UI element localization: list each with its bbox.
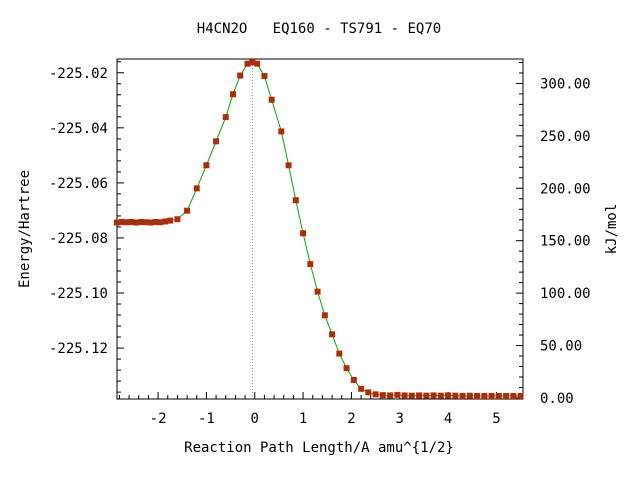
data-point [118,218,125,225]
data-point [474,392,481,399]
x-tick-label: 2 [347,411,355,427]
y-axis-title: Energy/Hartree [17,170,33,288]
x-tick-label: 1 [299,411,307,427]
data-point [358,385,365,392]
y2-tick-label: 0.00 [540,391,574,407]
y2-tick-label: 100.00 [540,286,591,302]
data-point [138,218,145,225]
left-y-axis: -225.12 -225.10 -225.08 -225.06 -225.04 -225.… [49,61,124,393]
y2-tick-label: 300.00 [540,76,591,92]
data-point [292,197,299,204]
data-point [452,392,459,399]
data-point [222,114,229,121]
data-point [230,91,236,98]
data-point [466,392,473,399]
data-point [261,73,268,80]
data-point [510,392,517,399]
data-point [445,392,452,399]
energy-curve [116,61,521,397]
y2-tick-label: 250.00 [540,129,591,145]
x-tick-label: -2 [150,411,167,427]
y2-tick-label: 200.00 [540,181,591,197]
data-point [152,218,159,225]
data-point [307,261,314,268]
data-point [143,219,149,226]
data-point [174,216,181,223]
data-point [123,219,130,226]
data-point [481,392,488,399]
data-point [193,185,200,192]
data-point [401,392,408,399]
x-axis-title: Reaction Path Length/A amu^{1/2} [184,440,454,456]
data-point [278,128,285,135]
data-point [133,219,140,226]
data-point [114,219,120,226]
data-point [244,60,251,67]
data-point [459,392,466,399]
data-point [437,392,444,399]
x-tick-label: 3 [396,411,404,427]
x-tick-label: 5 [492,411,500,427]
y-tick-label: -225.10 [49,286,108,302]
data-point [517,392,524,399]
data-point [365,389,372,396]
y2-tick-label: 150.00 [540,234,591,250]
data-point [203,162,210,169]
chart-title: H4CN2O EQ160 - TS791 - EQ70 [197,21,441,37]
data-point [147,219,154,226]
data-point [300,230,307,237]
data-point [285,162,292,169]
data-point [423,392,430,399]
data-point [162,218,169,225]
y2-tick-label: 50.00 [540,339,582,355]
y-tick-label: -225.08 [49,231,108,247]
data-point [343,365,350,372]
y-tick-label: -225.04 [49,121,108,137]
y2-axis-title: kJ/mol [604,204,620,255]
data-point [495,392,502,399]
data-point [408,392,415,399]
data-point [314,288,321,295]
data-point [387,392,394,399]
energy-curve-line [116,61,521,397]
data-point [268,96,275,103]
data-point [488,392,495,399]
plot-frame [116,58,524,400]
data-point [379,392,386,399]
data-point [321,312,328,319]
y-tick-label: -225.12 [49,341,108,357]
right-y-axis: 0.00 50.00 100.00 150.00 200.00 250.00 300.00 [516,61,591,407]
x-tick-label: 0 [251,411,259,427]
data-point [184,207,191,214]
data-point [416,392,423,399]
y-tick-label: -225.02 [49,66,108,82]
data-points [114,59,524,399]
data-point [237,72,244,79]
x-tick-label: 4 [444,411,452,427]
data-point [249,59,256,66]
data-point [167,217,174,224]
data-point [128,218,135,225]
data-point [254,60,261,67]
data-point [503,392,510,399]
data-point [394,391,401,398]
data-point [213,138,220,145]
x-tick-label: -1 [198,411,215,427]
data-point [157,219,164,226]
data-point [329,331,336,338]
data-point [350,377,357,384]
y-tick-label: -225.06 [49,176,108,192]
data-point [372,391,379,398]
data-point [336,350,343,357]
data-point [430,392,437,399]
